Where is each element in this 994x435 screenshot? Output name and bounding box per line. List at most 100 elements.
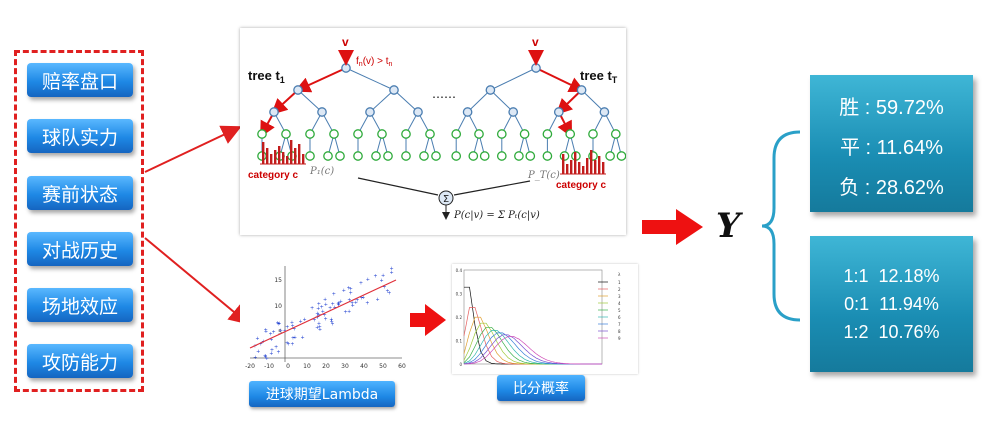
scatter-point: +: [286, 341, 290, 347]
scatter-point: +: [320, 304, 324, 310]
hist-bar: [602, 162, 605, 174]
scatter-point: +: [366, 277, 370, 283]
hist-bar: [598, 156, 601, 174]
sum-symbol: Σ: [443, 194, 449, 205]
x-tick: 20: [322, 363, 330, 370]
poisson-curve: [463, 332, 602, 365]
tree-node: [431, 151, 441, 161]
scatter-point: +: [331, 301, 335, 307]
score-line-2: 0:1 11.94%: [844, 294, 939, 314]
scatter-point: +: [330, 321, 334, 327]
scatter-point: +: [292, 326, 296, 332]
x-tick: 10: [303, 363, 311, 370]
scatter-point: +: [318, 327, 322, 333]
score-prob-chip: 比分概率: [497, 375, 585, 401]
legend-entry: 9: [618, 336, 621, 341]
result-win: 胜 : 59.72%: [839, 97, 944, 119]
scatter-point: +: [316, 306, 320, 312]
scatter-point: +: [315, 311, 319, 317]
tree-node: [257, 129, 267, 139]
scatter-point: +: [274, 345, 278, 351]
x-tick: 50: [379, 363, 387, 370]
scatter-point: +: [291, 335, 295, 341]
scatter-point: +: [299, 319, 303, 325]
tree-node: [401, 129, 411, 139]
tree-node: [419, 151, 429, 161]
pt-label: P_T(c): [527, 170, 560, 181]
regression-plot: -20 -10 0 10 20 30 40 50 6051015++++++++++++++++…: [245, 266, 406, 370]
scatter-point: +: [290, 320, 294, 326]
category-label-t: category c: [556, 180, 606, 191]
arrow-to-regression: [144, 237, 250, 325]
scatter-point: +: [349, 290, 353, 296]
tree-1: [257, 50, 441, 161]
scatter-point: +: [285, 324, 289, 330]
factor-group: 赔率盘口 球队实力 赛前状态 对战历史 场地效应 攻防能力: [14, 50, 144, 392]
treet-label: tree tT: [580, 68, 618, 85]
hist-bar: [578, 162, 581, 174]
tree-node: [371, 151, 381, 161]
tree-node: [413, 107, 423, 117]
tree-node: [353, 151, 363, 161]
y-output-label: Y: [716, 206, 741, 246]
tree-node: [559, 151, 570, 161]
scatter-point: +: [303, 317, 307, 323]
split-rule: fn(v) > tn: [356, 56, 393, 68]
output-brace: [761, 130, 801, 322]
scatter-point: +: [379, 278, 383, 284]
lambda-chip: 进球期望Lambda: [249, 381, 395, 407]
arrow-to-forest: [144, 125, 242, 173]
scatter-point: +: [329, 317, 333, 323]
scatter-point: +: [324, 302, 328, 308]
hist-bar: [562, 154, 565, 174]
tree-node: [485, 85, 496, 95]
scatter-point: +: [265, 356, 269, 362]
scatter-point: +: [316, 315, 320, 321]
scatter-point: +: [361, 295, 365, 301]
scatter-point: +: [263, 355, 267, 361]
p1-label: P₁(c): [309, 166, 334, 177]
tree-node: [335, 151, 345, 161]
tree-node: [305, 151, 315, 161]
scatter-point: +: [271, 329, 275, 335]
factor-attack-defense: 攻防能力: [27, 344, 133, 378]
scatter-point: +: [269, 332, 273, 338]
arrow-to-poisson: [403, 304, 446, 336]
x-tick: 40: [360, 363, 368, 370]
result-box-scores: 1:1 12.18% 0:1 11.94% 1:2 10.76%: [810, 236, 973, 372]
poisson-y-tick: 0.4: [456, 268, 463, 273]
scatter-point: +: [343, 310, 347, 316]
tree-node: [542, 129, 553, 139]
tree-node: [479, 151, 490, 161]
scatter-point: +: [365, 301, 369, 307]
tree-node: [496, 129, 507, 139]
scatter-point: +: [355, 298, 359, 304]
tree-node: [616, 151, 627, 161]
result-draw: 平 : 11.64%: [839, 137, 944, 159]
tree-node: [353, 129, 363, 139]
tree-node: [323, 151, 333, 161]
scatter-point: +: [263, 354, 267, 360]
scatter-point: +: [336, 302, 340, 308]
v-label-1: v: [342, 35, 349, 49]
x-tick: 60: [398, 363, 406, 370]
scatter-point: +: [324, 316, 328, 322]
random-forest-panel: tree t1 tree tT v v fn(v) > tn …… catego…: [240, 28, 627, 235]
histogram-tree1: [260, 140, 306, 165]
scatter-point: +: [317, 312, 321, 318]
hist-bar: [590, 150, 593, 174]
tree-node: [496, 151, 507, 161]
scatter-point: +: [269, 351, 273, 357]
scatter-point: +: [264, 327, 268, 333]
scatter-point: +: [293, 335, 297, 341]
tree-node: [425, 129, 435, 139]
tree-node: [514, 151, 524, 161]
tree-node: [317, 107, 327, 117]
scatter-point: +: [276, 321, 280, 327]
tree-node: [281, 129, 291, 139]
poisson-plot: 0.4 0.3 0.2 0.1 0 1 2 3 4 5 6 7 8 9 λ: [456, 268, 621, 367]
scatter-point: +: [328, 306, 332, 312]
scatter-point: +: [301, 335, 305, 341]
scatter-point: +: [382, 284, 386, 290]
